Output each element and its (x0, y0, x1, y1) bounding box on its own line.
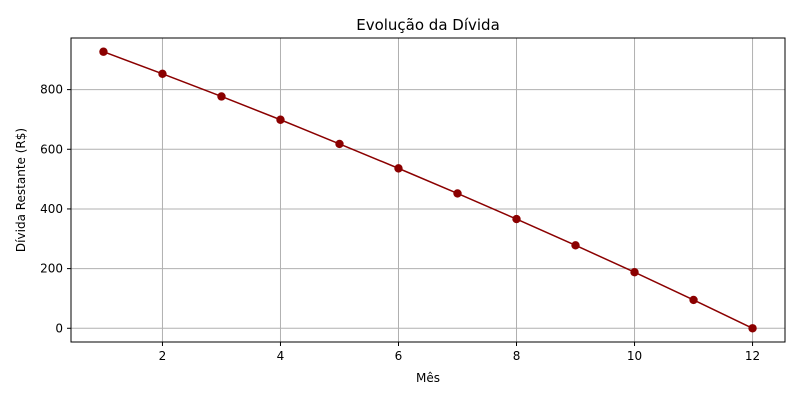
series-line (103, 51, 753, 329)
data-point (630, 267, 639, 277)
y-tick-label: 400 (40, 202, 63, 216)
x-axis-title: Mês (416, 371, 440, 385)
y-tick-label: 600 (40, 142, 63, 156)
x-tick-label: 8 (513, 349, 521, 363)
chart-title: Evolução da Dívida (356, 16, 500, 34)
x-tick-label: 2 (159, 349, 167, 363)
data-point (748, 324, 757, 333)
y-axis-title: Dívida Restante (R$) (14, 128, 28, 252)
x-tick-label: 4 (277, 349, 285, 363)
data-point (689, 295, 698, 305)
y-tick-label: 200 (40, 262, 63, 276)
x-tick-label: 10 (627, 349, 642, 363)
data-point (158, 69, 167, 78)
plot-area (99, 47, 757, 333)
plot-frame (70, 37, 786, 343)
y-tick-label: 0 (55, 321, 63, 335)
data-point (99, 47, 108, 56)
x-tick-label: 12 (745, 349, 760, 363)
data-point (571, 241, 580, 250)
data-point (276, 115, 285, 124)
grid (71, 38, 785, 342)
data-point (394, 164, 403, 173)
y-tick-label: 800 (40, 83, 63, 97)
y-axis: 0 200 400 600 800 (40, 83, 71, 335)
x-tick-label: 6 (395, 349, 403, 363)
x-axis: 2 4 6 8 10 12 (159, 342, 760, 363)
data-point (453, 189, 462, 198)
data-point (512, 214, 521, 224)
data-point (335, 139, 344, 149)
data-point (217, 92, 226, 101)
